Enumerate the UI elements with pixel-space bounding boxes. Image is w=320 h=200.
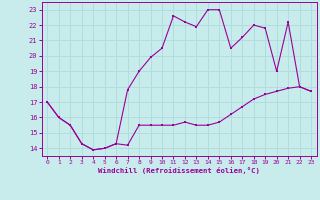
X-axis label: Windchill (Refroidissement éolien,°C): Windchill (Refroidissement éolien,°C) xyxy=(98,167,260,174)
